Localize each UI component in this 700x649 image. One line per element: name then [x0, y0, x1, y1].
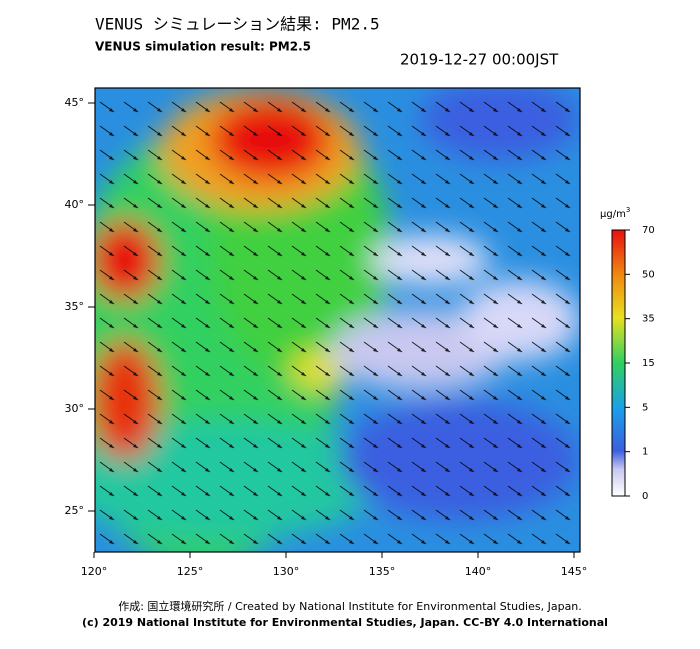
- lat-label: 30°: [65, 402, 85, 415]
- lat-label: 45°: [65, 96, 85, 109]
- colorbar-label: 15: [642, 358, 655, 369]
- title: VENUS シミュレーション結果: PM2.5: [95, 15, 380, 34]
- colorbar-label: 5: [642, 402, 648, 413]
- colorbar: [611, 229, 626, 497]
- unit-sup: 3: [626, 206, 630, 214]
- lon-label: 120°: [81, 565, 108, 578]
- lon-label: 130°: [273, 565, 300, 578]
- lat-label: 25°: [65, 504, 85, 517]
- unit-base: μg/m: [600, 209, 626, 220]
- credit: 作成: 国立環境研究所 / Created by National Instit…: [118, 599, 582, 613]
- map-frame: [94, 87, 581, 553]
- lon-label: 140°: [465, 565, 492, 578]
- colorbar-label: 50: [642, 269, 655, 280]
- datetime: 2019-12-27 00:00JST: [400, 51, 559, 69]
- license: (c) 2019 National Institute for Environm…: [82, 616, 608, 629]
- map-field: [95, 88, 580, 552]
- colorbar-unit: μg/m3: [600, 206, 630, 220]
- lat-label: 40°: [65, 198, 85, 211]
- lon-label: 125°: [177, 565, 204, 578]
- colorbar-label: 0: [642, 491, 648, 502]
- colorbar-label: 1: [642, 447, 648, 458]
- colorbar-label: 35: [642, 314, 655, 325]
- lat-label: 35°: [65, 300, 85, 313]
- colorbar-label: 70: [642, 225, 655, 236]
- lon-label: 135°: [369, 565, 396, 578]
- lon-label: 145°: [561, 565, 588, 578]
- subtitle: VENUS simulation result: PM2.5: [95, 40, 311, 54]
